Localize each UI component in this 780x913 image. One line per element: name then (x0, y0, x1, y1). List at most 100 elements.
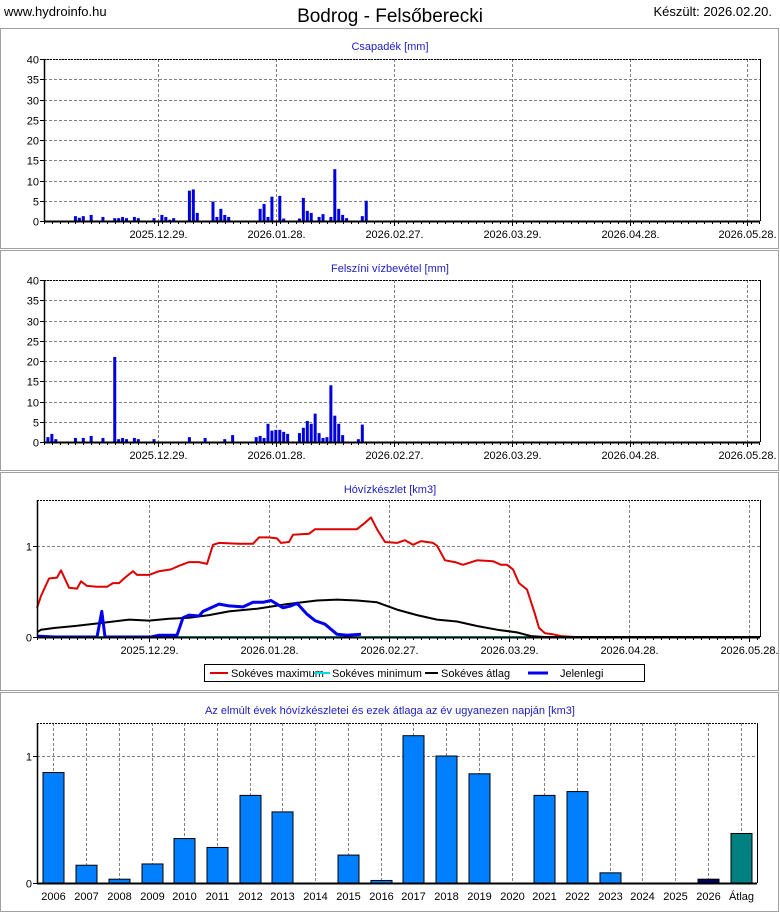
y-tick-label: 0 (26, 633, 32, 645)
evap-bar (223, 439, 227, 442)
evap-bar (317, 433, 321, 442)
evap-bar (121, 437, 125, 442)
snow-chart-title: Hóvízkészlet [km3] (344, 484, 436, 496)
precip-bar (360, 216, 364, 221)
precip-bar (266, 216, 270, 221)
precip-bar (117, 218, 121, 221)
precip-bar (164, 216, 168, 221)
precip-bar (172, 218, 176, 221)
evap-bar (203, 437, 207, 442)
precip-bar (160, 214, 164, 221)
evap-bar (187, 437, 191, 442)
y-tick-label: 35 (27, 75, 39, 87)
x-tick-label: 2026.02.27. (365, 450, 423, 462)
precip-bar (270, 196, 274, 221)
precip-bar (191, 189, 195, 221)
evap-bar (297, 433, 301, 442)
year-bar-2013 (271, 811, 294, 884)
y-tick-label: 0 (26, 879, 32, 891)
y-tick-label: 40 (27, 55, 39, 67)
y-tick-label: 0 (33, 438, 39, 450)
y-tick-label: 15 (27, 377, 39, 389)
y-tick-label: 20 (27, 357, 39, 369)
x-tick-label: 2025 (663, 891, 687, 903)
year-bar-2018 (435, 755, 458, 884)
precip-chart: 0 5 10 15 20 25 30 35 40 2025.12.29. 2026.01.28. 20… (27, 55, 777, 242)
snow-chart: 0 1 2025.12.29. 2026.01.28. 2026.02.27. 2026.… (26, 500, 779, 657)
evap-bar (278, 429, 282, 442)
series-line-sokéves-átlag (36, 598, 760, 638)
precip-bar (297, 218, 301, 221)
evap-bar (89, 435, 93, 442)
evap-bar (286, 433, 290, 442)
year-bar-2023 (599, 872, 622, 884)
evap-bar (282, 431, 286, 442)
x-tick-label: 2025.12.29. (120, 645, 178, 657)
x-tick-label: 2026.05.28. (720, 645, 778, 657)
x-tick-label: 2026.03.29. (480, 645, 538, 657)
precip-bar (278, 195, 282, 221)
precip-bar (345, 218, 349, 221)
year-bar-2026 (697, 878, 720, 884)
precip-bar (89, 214, 93, 221)
precip-bar (211, 201, 215, 221)
precip-bar (219, 208, 223, 221)
page-title: Bodrog - Felsőberecki (297, 6, 483, 27)
x-tick-label: 2014 (303, 891, 327, 903)
year-bar-2010 (173, 838, 196, 884)
x-tick-label: 2026.01.28. (247, 450, 305, 462)
year-bar-2011 (206, 846, 229, 884)
x-tick-label: 2010 (172, 891, 196, 903)
year-bar-2022 (566, 791, 589, 884)
year-bar-2006 (42, 772, 65, 884)
y-tick-label: 0 (33, 217, 39, 229)
year-bar-2017 (402, 735, 425, 884)
evap-bar (301, 427, 305, 442)
x-tick-label: 2026.03.29. (483, 450, 541, 462)
precip-bar (337, 208, 341, 221)
x-tick-label: 2018 (434, 891, 458, 903)
precip-bar (309, 212, 313, 221)
precip-bar (305, 210, 309, 221)
year-bar-Átlag (730, 832, 753, 884)
x-tick-label: 2019 (467, 891, 491, 903)
year-bar-2007 (75, 864, 98, 884)
x-tick-label: 2022 (565, 891, 589, 903)
precip-bar (333, 169, 337, 221)
evap-bar (274, 429, 278, 442)
series-line-sokéves-maximum (36, 516, 576, 638)
evap-bar (325, 437, 329, 442)
x-tick-label: 2026.03.29. (483, 229, 541, 241)
series-line-jelenlegi (36, 599, 362, 639)
y-tick-label: 1 (26, 542, 32, 554)
years-chart-title: Az elmúlt évek hóvízkészletei és ezek át… (205, 705, 575, 717)
evap-chart: 0 5 10 15 20 25 30 35 40 2025.12.29. 2026.01.28. 20… (27, 276, 777, 463)
y-tick-label: 30 (27, 96, 39, 108)
evap-bar (152, 439, 156, 442)
y-tick-label: 35 (27, 296, 39, 308)
evap-bar (329, 385, 333, 442)
legend-label-max: Sokéves maximum (231, 668, 324, 680)
x-tick-label: 2023 (598, 891, 622, 903)
evap-bar (136, 439, 140, 442)
y-tick-label: 5 (33, 418, 39, 430)
precip-bar (125, 218, 129, 221)
precip-bar (329, 216, 333, 221)
precip-bar (136, 218, 140, 221)
precip-bar (215, 216, 219, 221)
evap-bar (101, 437, 105, 442)
x-tick-label: 2007 (74, 891, 98, 903)
y-tick-label: 5 (33, 197, 39, 209)
y-tick-label: 40 (27, 276, 39, 288)
x-tick-label: 2026.04.28. (601, 450, 659, 462)
x-tick-label: 2026.04.28. (601, 229, 659, 241)
year-bar-2015 (337, 854, 360, 884)
evap-bar (333, 415, 337, 442)
x-tick-label: 2026.02.27. (360, 645, 418, 657)
evap-bar (313, 413, 317, 442)
evap-bar (81, 437, 85, 442)
precip-bar (121, 216, 125, 221)
y-tick-label: 30 (27, 317, 39, 329)
evap-bar (360, 424, 364, 442)
precip-bar (195, 212, 199, 221)
